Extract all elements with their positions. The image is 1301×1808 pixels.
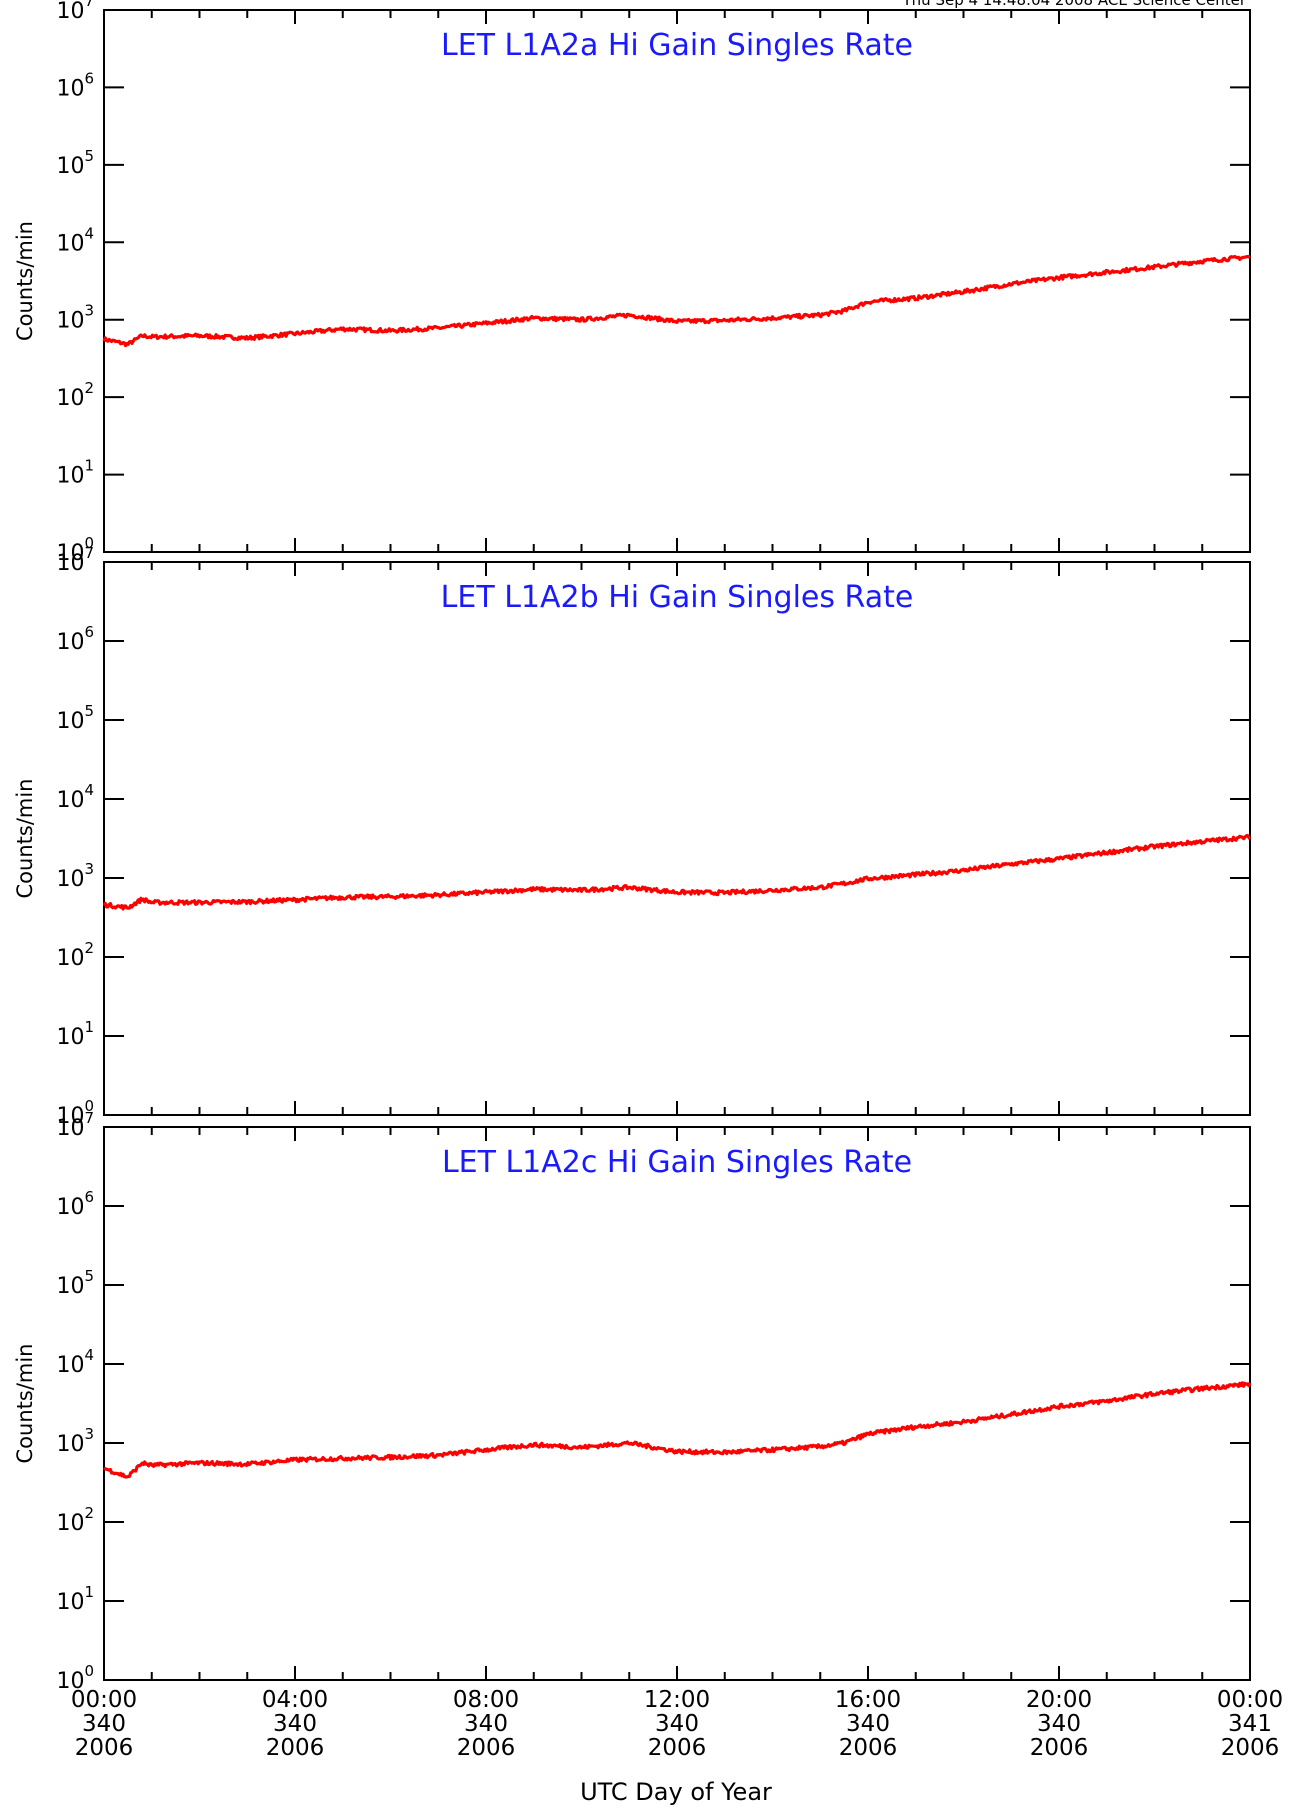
x-tick-labels: 00:00340200604:00340200608:00340200612:0… <box>71 1687 1283 1761</box>
x-tick-label: 2006 <box>266 1735 325 1761</box>
y-tick-label: 103 <box>56 302 94 334</box>
x-tick-label: 340 <box>1037 1711 1081 1737</box>
y-tick-exponent: 3 <box>84 302 94 320</box>
x-axis-label: UTC Day of Year <box>580 1778 772 1806</box>
panel-title: LET L1A2a Hi Gain Singles Rate <box>441 28 913 63</box>
y-tick-label: 103 <box>56 860 94 892</box>
x-tick-label: 2006 <box>648 1735 707 1761</box>
x-tick-label: 340 <box>273 1711 317 1737</box>
y-tick-exponent: 7 <box>84 1109 94 1127</box>
y-axis-label: Counts/min <box>13 1344 37 1464</box>
panel-title: LET L1A2c Hi Gain Singles Rate <box>442 1145 912 1180</box>
y-tick-label: 104 <box>56 1346 94 1378</box>
x-tick-label: 08:00 <box>453 1687 519 1713</box>
x-tick-label: 2006 <box>75 1735 134 1761</box>
x-tick-label: 2006 <box>1030 1735 1089 1761</box>
y-tick-exponent: 1 <box>84 1583 94 1601</box>
y-tick-exponent: 0 <box>84 534 94 552</box>
x-tick-label: 04:00 <box>262 1687 328 1713</box>
y-tick-exponent: 5 <box>84 702 94 720</box>
y-tick-exponent: 0 <box>84 1662 94 1680</box>
y-tick-exponent: 4 <box>84 781 94 799</box>
x-tick-label: 340 <box>846 1711 890 1737</box>
plot-frame <box>103 9 1251 553</box>
series-line <box>102 254 1251 348</box>
y-tick-label: 106 <box>56 623 94 655</box>
y-tick-label: 103 <box>56 1425 94 1457</box>
x-tick-label: 20:00 <box>1026 1687 1092 1713</box>
y-axis-label: Counts/min <box>13 221 37 341</box>
y-tick-exponent: 7 <box>84 544 94 562</box>
y-tick-exponent: 1 <box>84 457 94 475</box>
y-tick-label: 102 <box>56 379 94 411</box>
y-tick-exponent: 6 <box>84 1188 94 1206</box>
y-tick-exponent: 6 <box>84 623 94 641</box>
y-tick-label: 105 <box>56 702 94 734</box>
x-tick-label: 2006 <box>457 1735 516 1761</box>
x-tick-label: 340 <box>655 1711 699 1737</box>
y-tick-exponent: 0 <box>84 1097 94 1115</box>
y-tick-exponent: 4 <box>84 224 94 242</box>
y-tick-label: 102 <box>56 1504 94 1536</box>
x-tick-label: 2006 <box>839 1735 898 1761</box>
panel-title: LET L1A2b Hi Gain Singles Rate <box>441 580 914 615</box>
y-tick-label: 102 <box>56 939 94 971</box>
y-tick-exponent: 4 <box>84 1346 94 1364</box>
y-tick-exponent: 2 <box>84 1504 94 1522</box>
series-line <box>102 833 1252 911</box>
y-tick-label: 101 <box>56 1018 94 1050</box>
x-tick-label: 2006 <box>1221 1735 1280 1761</box>
y-tick-exponent: 7 <box>84 0 94 10</box>
x-tick-label: 12:00 <box>644 1687 710 1713</box>
y-tick-exponent: 1 <box>84 1018 94 1036</box>
y-tick-label: 104 <box>56 781 94 813</box>
y-axis-label: Counts/min <box>13 779 37 899</box>
plot-frame <box>103 561 1251 1116</box>
y-tick-exponent: 2 <box>84 379 94 397</box>
x-tick-label: 00:00 <box>71 1687 137 1713</box>
y-tick-label: 106 <box>56 1188 94 1220</box>
y-tick-label: 104 <box>56 224 94 256</box>
x-tick-label: 341 <box>1228 1711 1272 1737</box>
x-tick-label: 340 <box>464 1711 508 1737</box>
x-tick-label: 16:00 <box>835 1687 901 1713</box>
y-tick-exponent: 3 <box>84 1425 94 1443</box>
y-tick-label: 106 <box>56 69 94 101</box>
header-timestamp: Thu Sep 4 14:48:04 2008 ACE Science Cent… <box>902 0 1247 9</box>
y-tick-label: 105 <box>56 1267 94 1299</box>
x-tick-label: 00:00 <box>1217 1687 1283 1713</box>
series-line <box>102 1381 1252 1479</box>
y-tick-exponent: 6 <box>84 69 94 87</box>
y-tick-label: 107 <box>56 0 94 24</box>
y-tick-exponent: 2 <box>84 939 94 957</box>
y-tick-label: 105 <box>56 147 94 179</box>
y-tick-exponent: 5 <box>84 1267 94 1285</box>
x-tick-label: 340 <box>82 1711 126 1737</box>
y-tick-exponent: 3 <box>84 860 94 878</box>
y-tick-label: 101 <box>56 1583 94 1615</box>
y-tick-label: 101 <box>56 457 94 489</box>
y-tick-exponent: 5 <box>84 147 94 165</box>
